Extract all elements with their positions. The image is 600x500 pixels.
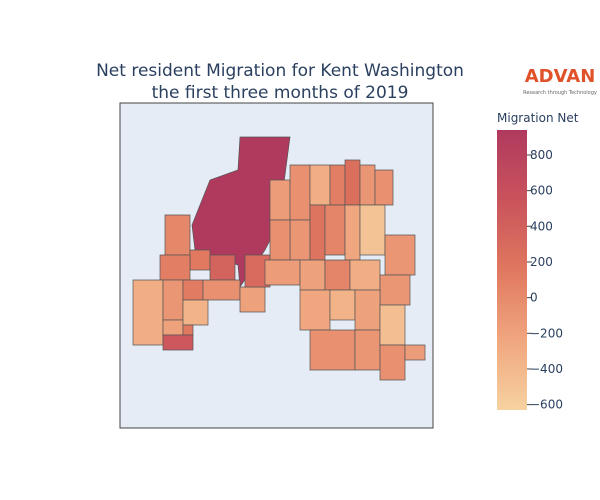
colorbar [497, 130, 527, 410]
region [324, 204, 346, 256]
region [344, 159, 361, 206]
region [132, 279, 164, 346]
region [359, 204, 386, 256]
region [239, 286, 266, 313]
colorbar-tick-label: −400 [530, 362, 563, 376]
region [309, 164, 331, 206]
region [159, 254, 191, 281]
logo: ADVAN [525, 66, 596, 87]
colorbar-title: Migration Net [497, 111, 579, 125]
region [309, 329, 356, 371]
region [209, 254, 236, 281]
region [244, 254, 271, 288]
colorbar-tick-label: −600 [530, 398, 563, 412]
region [329, 164, 346, 206]
region [162, 279, 184, 321]
colorbar-tick-label: 800 [530, 148, 553, 162]
region [299, 289, 331, 331]
region [359, 164, 376, 206]
region [349, 259, 381, 291]
region [164, 214, 191, 256]
colorbar-tick-label: −200 [530, 326, 563, 340]
region [269, 179, 291, 221]
region [264, 259, 301, 286]
colorbar-tick-label: 400 [530, 219, 553, 233]
region [182, 324, 194, 336]
region [189, 249, 211, 271]
region [374, 169, 394, 206]
region [162, 319, 184, 336]
region [384, 234, 416, 276]
colorbar-tick-label: 600 [530, 184, 553, 198]
title-line: the first three months of 2019 [152, 83, 409, 103]
region [191, 136, 291, 289]
region [289, 164, 311, 221]
colorbar-tick-label: 200 [530, 255, 553, 269]
region [162, 334, 194, 351]
title-line: Net resident Migration for Kent Washingt… [96, 61, 464, 81]
region [182, 299, 209, 326]
region [379, 274, 411, 306]
region [379, 304, 406, 346]
region [269, 219, 291, 261]
region [404, 344, 426, 361]
logo-tagline: Research through Technology [523, 90, 597, 96]
region [329, 289, 356, 321]
region [324, 259, 351, 291]
colorbar-tick-label: 0 [530, 291, 538, 305]
region [289, 219, 311, 261]
region [182, 279, 204, 301]
region [379, 344, 406, 381]
region [202, 279, 241, 301]
region [309, 204, 326, 261]
region [299, 259, 326, 291]
region [344, 204, 361, 261]
region [354, 329, 381, 371]
region [354, 289, 381, 331]
